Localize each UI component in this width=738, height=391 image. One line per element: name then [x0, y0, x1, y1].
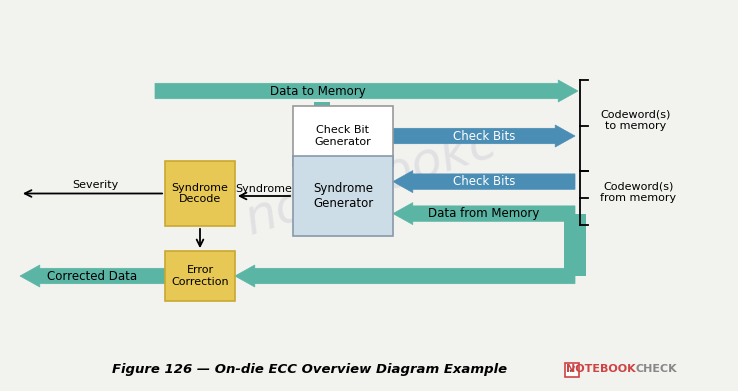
- Text: notebookc: notebookc: [238, 118, 502, 244]
- Text: Check Bit
Generator: Check Bit Generator: [314, 125, 371, 147]
- Polygon shape: [311, 121, 333, 143]
- Text: Syndrome
Decode: Syndrome Decode: [171, 183, 229, 204]
- Text: Corrected Data: Corrected Data: [47, 269, 137, 283]
- Text: Syndrome: Syndrome: [235, 184, 292, 194]
- Text: Error
Correction: Error Correction: [171, 265, 229, 287]
- Polygon shape: [393, 203, 575, 224]
- Text: Codeword(s)
from memory: Codeword(s) from memory: [600, 182, 676, 203]
- Bar: [293, 156, 393, 236]
- Text: Data from Memory: Data from Memory: [428, 207, 539, 220]
- Bar: [165, 251, 235, 301]
- Text: Data to Memory: Data to Memory: [270, 84, 366, 97]
- Polygon shape: [155, 80, 578, 102]
- FancyBboxPatch shape: [565, 363, 579, 377]
- Bar: [564, 213, 586, 276]
- Text: CHECK: CHECK: [636, 364, 677, 374]
- Text: Check Bits: Check Bits: [453, 129, 515, 142]
- Bar: [293, 106, 393, 166]
- Text: ✓: ✓: [568, 365, 576, 375]
- Text: Syndrome
Generator: Syndrome Generator: [313, 182, 373, 210]
- Bar: [314, 102, 330, 121]
- Text: Figure 126 — On-die ECC Overview Diagram Example: Figure 126 — On-die ECC Overview Diagram…: [112, 362, 508, 375]
- Text: Check Bits: Check Bits: [453, 175, 515, 188]
- Text: NOTEBOOK: NOTEBOOK: [566, 364, 636, 374]
- Text: Codeword(s)
to memory: Codeword(s) to memory: [600, 110, 670, 131]
- Polygon shape: [393, 170, 575, 193]
- Polygon shape: [20, 265, 165, 287]
- Polygon shape: [393, 125, 575, 147]
- Text: Severity: Severity: [72, 181, 118, 190]
- Polygon shape: [235, 265, 575, 287]
- Bar: [165, 161, 235, 226]
